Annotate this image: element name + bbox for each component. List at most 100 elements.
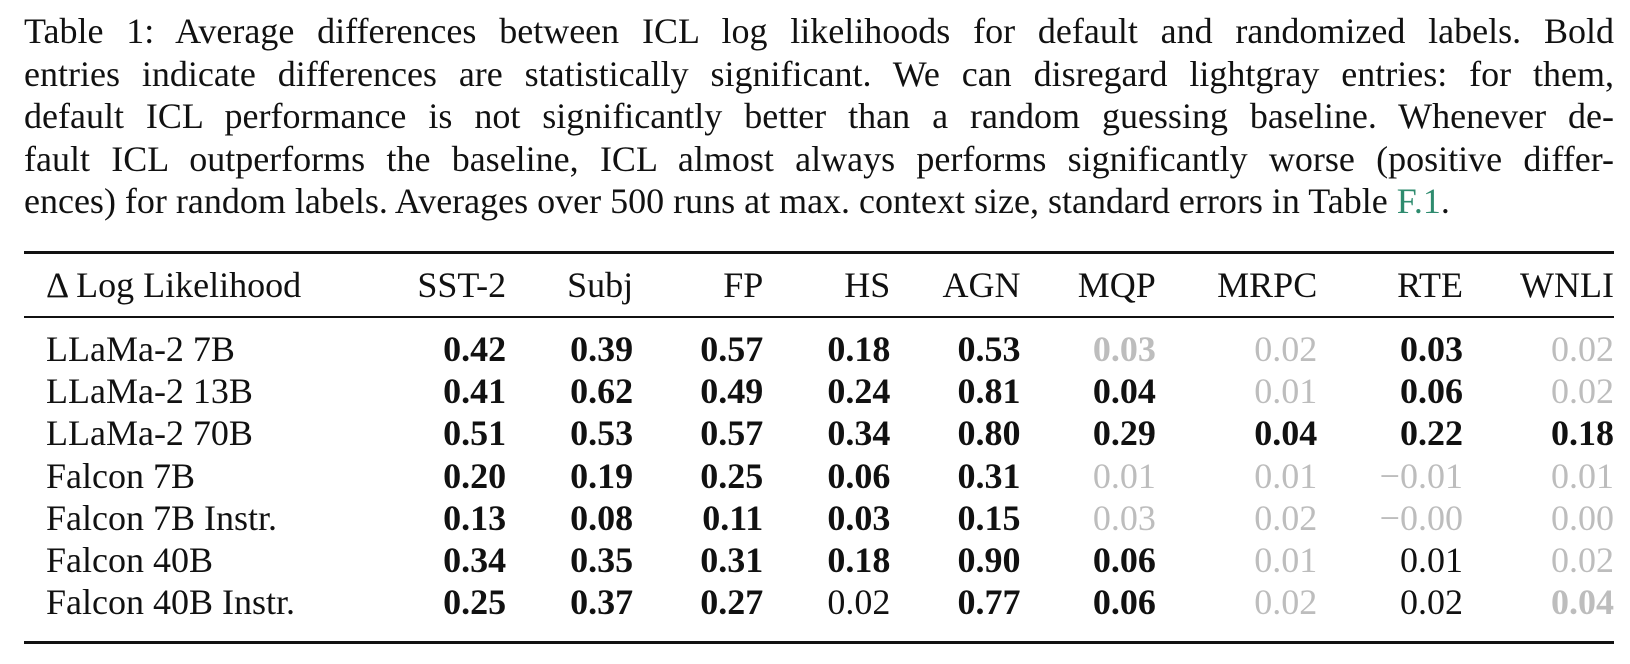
- value-cell: 0.02: [1254, 497, 1318, 538]
- value-cell: 0.18: [1551, 413, 1614, 454]
- header-dataset: RTE: [1397, 265, 1463, 305]
- value-cell: 0.53: [957, 329, 1021, 370]
- caption-line: fault ICL outperforms the baseline, ICL …: [24, 138, 1614, 179]
- value-cell: 0.35: [570, 540, 634, 581]
- value-cell: 0.20: [443, 455, 507, 496]
- value-cell: 0.18: [827, 329, 891, 370]
- value-cell: 0.03: [827, 497, 891, 538]
- value-cell: 0.03: [1399, 329, 1463, 370]
- table-row: Falcon 40B Instr. 0.25 0.37 0.27 0.02 0.77 0.0…: [24, 581, 1614, 623]
- table-row: Falcon 40B 0.34 0.35 0.31 0.18 0.90 0.06 0.01 0.…: [24, 539, 1614, 581]
- value-cell: 0.80: [957, 413, 1021, 454]
- value-cell: 0.01: [1551, 455, 1614, 496]
- value-cell: 0.04: [1092, 371, 1156, 412]
- caption-line: default ICL performance is not significa…: [24, 96, 1614, 136]
- value-cell: 0.41: [443, 371, 507, 412]
- caption-period: .: [1440, 181, 1450, 221]
- header-dataset: WNLI: [1520, 265, 1614, 305]
- value-cell: 0.06: [1092, 540, 1156, 581]
- value-cell: 0.81: [957, 371, 1021, 412]
- caption-line-text: ences) for random labels. Averages over …: [24, 181, 1397, 221]
- value-cell: 0.57: [700, 413, 764, 454]
- value-cell: 0.06: [827, 455, 891, 496]
- value-cell: 0.77: [957, 582, 1021, 623]
- value-cell: 0.29: [1092, 413, 1156, 454]
- header-dataset: HS: [844, 265, 891, 305]
- model-name: LLaMa-2 7B: [46, 329, 235, 370]
- value-cell: 0.01: [1399, 540, 1463, 581]
- value-cell: 0.06: [1399, 371, 1463, 412]
- value-cell: 0.39: [570, 329, 634, 370]
- value-cell: 0.00: [1551, 497, 1614, 538]
- value-cell: 0.22: [1399, 413, 1463, 454]
- table-row: Falcon 7B 0.20 0.19 0.25 0.06 0.31 0.01 0.01 −0.…: [24, 455, 1614, 497]
- value-cell: 0.02: [827, 582, 891, 623]
- value-cell: −0.00: [1379, 497, 1463, 538]
- results-table: Δ Log Likelihood SST-2 Subj FP HS AGN MQP MRPC R…: [24, 254, 1614, 623]
- value-cell: 0.02: [1399, 582, 1463, 623]
- table-caption: Table 1: Average differences between ICL…: [24, 10, 1614, 223]
- value-cell: 0.34: [827, 413, 891, 454]
- header-row: Δ Log Likelihood SST-2 Subj FP HS AGN MQP MRPC R…: [24, 254, 1614, 316]
- header-rule: [24, 316, 1614, 318]
- caption-line: Table 1: Average differences between ICL…: [24, 11, 1614, 51]
- value-cell: 0.02: [1551, 329, 1614, 370]
- table-row: LLaMa-2 13B 0.41 0.62 0.49 0.24 0.81 0.04 0.01 0…: [24, 370, 1614, 412]
- header-dataset: FP: [723, 265, 764, 305]
- value-cell: 0.13: [443, 497, 507, 538]
- value-cell: 0.02: [1254, 582, 1318, 623]
- value-cell: 0.24: [827, 371, 891, 412]
- value-cell: 0.51: [443, 413, 507, 454]
- model-name: LLaMa-2 70B: [46, 413, 253, 454]
- header-dataset: MQP: [1077, 265, 1156, 305]
- top-rule: [24, 251, 1614, 254]
- model-name: LLaMa-2 13B: [46, 371, 253, 412]
- header-metric-label: Δ Log Likelihood: [46, 265, 302, 305]
- table-row: LLaMa-2 70B 0.51 0.53 0.57 0.34 0.80 0.29 0.04 0…: [24, 412, 1614, 454]
- value-cell: 0.04: [1254, 413, 1318, 454]
- header-dataset: Subj: [567, 265, 634, 305]
- value-cell: 0.90: [957, 540, 1021, 581]
- value-cell: 0.08: [570, 497, 634, 538]
- value-cell: 0.06: [1092, 582, 1156, 623]
- table-body: LLaMa-2 7B 0.42 0.39 0.57 0.18 0.53 0.03 0.02 0.…: [24, 316, 1614, 623]
- header-dataset: SST-2: [417, 265, 507, 305]
- value-cell: 0.42: [443, 329, 507, 370]
- value-cell: 0.18: [827, 540, 891, 581]
- model-name: Falcon 7B: [46, 455, 195, 496]
- bottom-rule: [24, 641, 1614, 644]
- value-cell: 0.49: [700, 371, 764, 412]
- table-reference-link[interactable]: F.1: [1396, 181, 1441, 221]
- header-dataset: AGN: [942, 265, 1021, 305]
- value-cell: 0.57: [700, 329, 764, 370]
- value-cell: 0.11: [702, 497, 764, 538]
- value-cell: 0.19: [570, 455, 634, 496]
- value-cell: 0.15: [957, 497, 1021, 538]
- model-name: Falcon 7B Instr.: [46, 497, 277, 538]
- value-cell: 0.02: [1551, 540, 1614, 581]
- value-cell: 0.01: [1254, 371, 1318, 412]
- value-cell: 0.01: [1254, 540, 1318, 581]
- value-cell: 0.37: [570, 582, 634, 623]
- value-cell: 0.02: [1254, 329, 1318, 370]
- caption-line-last: ences) for random labels. Averages over …: [24, 180, 1614, 223]
- table-row: Falcon 7B Instr. 0.13 0.08 0.11 0.03 0.15 0.03…: [24, 497, 1614, 539]
- value-cell: 0.03: [1092, 497, 1156, 538]
- header-dataset: MRPC: [1217, 265, 1318, 305]
- value-cell: 0.03: [1092, 329, 1156, 370]
- value-cell: 0.01: [1092, 455, 1156, 496]
- value-cell: 0.25: [443, 582, 507, 623]
- value-cell: 0.31: [700, 540, 764, 581]
- value-cell: 0.34: [443, 540, 507, 581]
- model-name: Falcon 40B Instr.: [46, 582, 295, 623]
- value-cell: 0.31: [957, 455, 1021, 496]
- value-cell: 0.27: [700, 582, 764, 623]
- value-cell: 0.01: [1254, 455, 1318, 496]
- model-name: Falcon 40B: [46, 540, 213, 581]
- value-cell: 0.53: [570, 413, 634, 454]
- value-cell: 0.04: [1551, 582, 1614, 623]
- value-cell: −0.01: [1379, 455, 1463, 496]
- value-cell: 0.02: [1551, 371, 1614, 412]
- value-cell: 0.62: [570, 371, 634, 412]
- table-row: LLaMa-2 7B 0.42 0.39 0.57 0.18 0.53 0.03 0.02 0.…: [24, 316, 1614, 370]
